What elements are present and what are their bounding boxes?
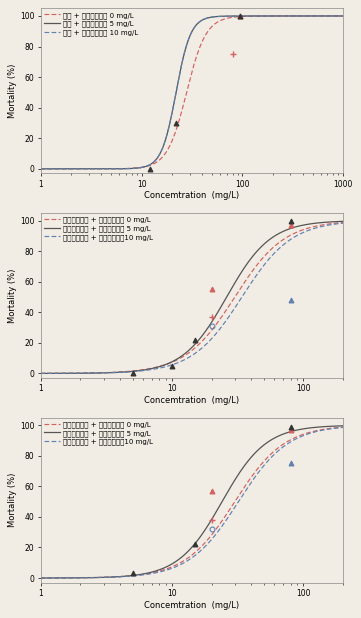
Legend: 벤젠 + 중탄산나트륨 0 mg/L, 벤젠 + 중탄산나트륨 5 mg/L, 벤젠 + 중탄산나트륨 10 mg/L: 벤젠 + 중탄산나트륨 0 mg/L, 벤젠 + 중탄산나트륨 5 mg/L, … xyxy=(43,11,140,37)
X-axis label: Concemtration  (mg/L): Concemtration (mg/L) xyxy=(144,192,239,200)
Legend: 에틸렌디아민 + 중탄산나트륨 0 mg/L, 에틸렌디아민 + 중탄산나트륨 5 mg/L, 에틸렌디아민 + 중탄산나트륨10 mg/L: 에틸렌디아민 + 중탄산나트륨 0 mg/L, 에틸렌디아민 + 중탄산나트륨 … xyxy=(43,420,155,447)
Legend: 에틸렌디아민 + 중탄산나트륨 0 mg/L, 에틸렌디아민 + 중탄산나트륨 5 mg/L, 에틸렌디아민 + 중탄산나트륨10 mg/L: 에틸렌디아민 + 중탄산나트륨 0 mg/L, 에틸렌디아민 + 중탄산나트륨 … xyxy=(43,215,155,242)
Y-axis label: Mortality (%): Mortality (%) xyxy=(8,268,17,323)
X-axis label: Concemtration  (mg/L): Concemtration (mg/L) xyxy=(144,601,239,610)
X-axis label: Concemtration  (mg/L): Concemtration (mg/L) xyxy=(144,396,239,405)
Y-axis label: Mortality (%): Mortality (%) xyxy=(8,473,17,527)
Y-axis label: Mortality (%): Mortality (%) xyxy=(8,64,17,118)
